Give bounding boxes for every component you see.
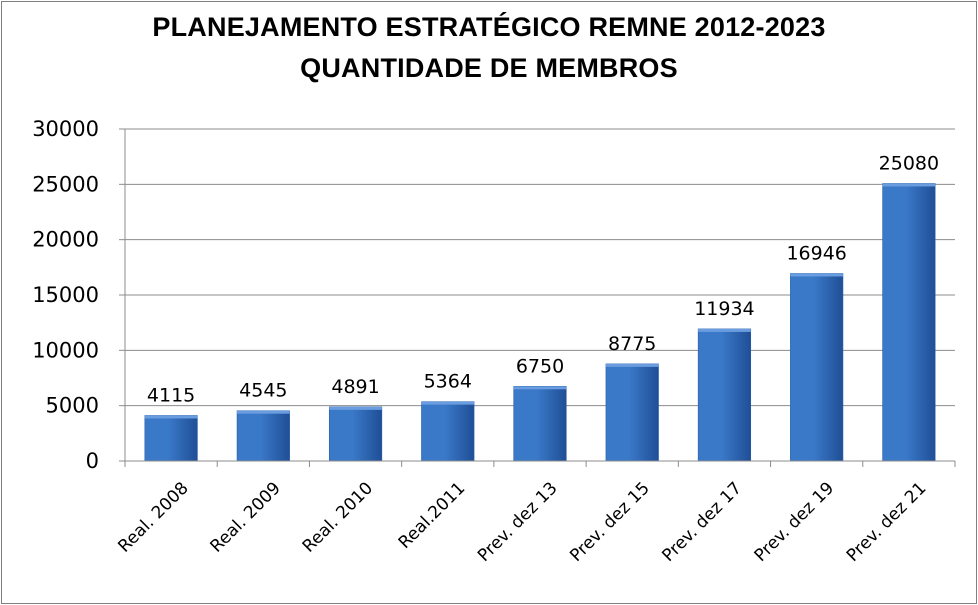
bar-highlight [237,410,290,414]
bars [144,183,936,462]
y-tick-label: 5000 [46,394,99,418]
y-tick-label: 25000 [32,172,99,196]
x-tick-label: Real. 2009 [207,478,285,556]
x-tick-label: Prev. dez 15 [566,478,654,566]
bar [328,406,383,462]
data-label: 25080 [879,152,939,174]
bar [513,385,567,462]
bar [421,401,475,462]
x-tick-label: Prev. dez 19 [751,478,839,566]
bar-highlight [698,328,751,332]
data-label: 4545 [239,380,287,402]
y-tick-label: 20000 [32,228,99,252]
y-tick-label: 10000 [32,338,99,362]
bar [882,183,936,462]
y-tick-label: 15000 [32,283,99,307]
y-axis-ticks: 0 5000 10000 15000 20000 25000 30000 [32,117,125,473]
chart-title: PLANEJAMENTO ESTRATÉGICO REMNE 2012-2023 [152,12,826,42]
data-label: 4891 [331,376,379,398]
bar [697,328,752,462]
y-tick-label: 0 [86,449,99,473]
data-label: 11934 [694,298,754,320]
data-label: 8775 [608,333,656,355]
bar-highlight [421,401,475,405]
x-tick-label: Real. 2008 [114,478,192,556]
bar [790,273,844,462]
x-tick-label: Prev. dez 13 [474,478,562,566]
x-tick-label: Real.2011 [395,478,469,552]
data-label: 16946 [786,242,846,264]
data-label: 6750 [516,355,564,377]
bar-highlight [513,386,567,390]
bar-highlight [605,363,659,367]
data-label: 4115 [147,384,195,406]
bar-highlight [144,415,198,419]
x-tick-label: Real. 2010 [299,478,377,556]
bar [605,363,659,462]
data-labels: 4115 4545 4891 5364 6750 8775 11934 16946 25080 [147,152,939,406]
bar [236,410,290,462]
y-tick-label: 30000 [32,117,99,141]
chart-subtitle: QUANTIDADE DE MEMBROS [300,53,678,83]
bar-highlight [882,183,936,187]
x-tick-label: Prev. dez 21 [843,478,931,566]
data-label: 5364 [424,371,472,393]
bar-highlight [329,406,382,410]
x-tick-label: Prev. dez 17 [658,478,746,566]
bar [144,415,198,462]
x-axis-ticks: Real. 2008 Real. 2009 Real. 2010 Real.2011 P… [114,461,956,566]
bar-highlight [790,273,843,277]
